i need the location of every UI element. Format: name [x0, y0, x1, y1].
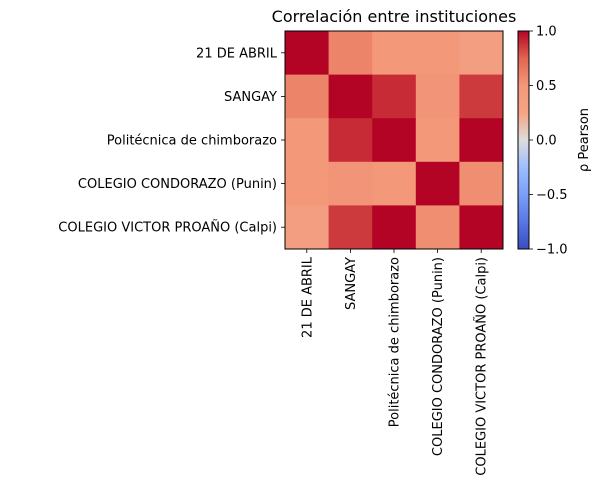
heatmap-cell — [415, 118, 460, 163]
heatmap-cell — [328, 118, 373, 163]
heatmap-cell — [415, 205, 460, 250]
heatmap-cell — [328, 31, 373, 75]
colorbar-tick-label: −1.0 — [536, 243, 568, 258]
colorbar-ticks: 1.0 0.5 0.0 −0.5 −1.0 — [529, 25, 568, 258]
heatmap-cell — [328, 74, 373, 119]
colorbar-tick-label: −0.5 — [536, 188, 568, 203]
y-tick-label: SANGAY — [224, 90, 277, 105]
heatmap-cell — [285, 118, 329, 163]
y-tick-label: COLEGIO VICTOR PROAÑO (Calpi) — [58, 220, 277, 236]
colorbar-tick-label: 0.0 — [536, 134, 557, 149]
heatmap-cell — [415, 74, 460, 119]
heatmap-cell — [459, 205, 504, 250]
heatmap-cell — [285, 74, 329, 119]
heatmap-cell — [459, 31, 504, 75]
heatmap-cell — [372, 74, 417, 119]
heatmap-cell — [415, 31, 460, 75]
x-tick-label: Politécnica de chimborazo — [388, 257, 403, 427]
heatmap-cell — [285, 31, 329, 75]
y-tick-label: Politécnica de chimborazo — [107, 134, 277, 149]
colorbar-label: ρ Pearson — [577, 108, 592, 172]
x-tick-label: SANGAY — [344, 257, 359, 310]
x-tick-label: 21 DE ABRIL — [300, 256, 315, 338]
heatmap-cell — [372, 118, 417, 163]
heatmap-cell — [459, 118, 504, 163]
heatmap-cell — [372, 31, 417, 75]
heatmap-cell — [415, 161, 460, 206]
chart-title: Correlación entre instituciones — [272, 7, 517, 26]
heatmap-cell — [372, 205, 417, 250]
y-tick-label: COLEGIO CONDORAZO (Punin) — [78, 177, 277, 192]
colorbar-tick-label: 1.0 — [536, 25, 557, 40]
heatmap-cell — [285, 161, 329, 206]
colorbar-tick-label: 0.5 — [536, 79, 557, 94]
heatmap-cell — [328, 205, 373, 250]
x-tick-label: COLEGIO CONDORAZO (Punin) — [431, 257, 446, 456]
heatmap-cell — [285, 205, 329, 250]
heatmap-cell — [459, 161, 504, 206]
colorbar — [517, 30, 530, 250]
heatmap-cell — [459, 74, 504, 119]
heatmap-cell — [328, 161, 373, 206]
heatmap-cells — [285, 31, 504, 250]
y-axis-ticks: 21 DE ABRIL SANGAY Politécnica de chimbora… — [58, 46, 285, 236]
x-tick-label: COLEGIO VICTOR PROAÑO (Calpi) — [474, 257, 490, 476]
heatmap-cell — [372, 161, 417, 206]
y-tick-label: 21 DE ABRIL — [196, 46, 278, 61]
x-axis-ticks: 21 DE ABRIL SANGAY Politécnica de chimbora… — [300, 249, 490, 476]
